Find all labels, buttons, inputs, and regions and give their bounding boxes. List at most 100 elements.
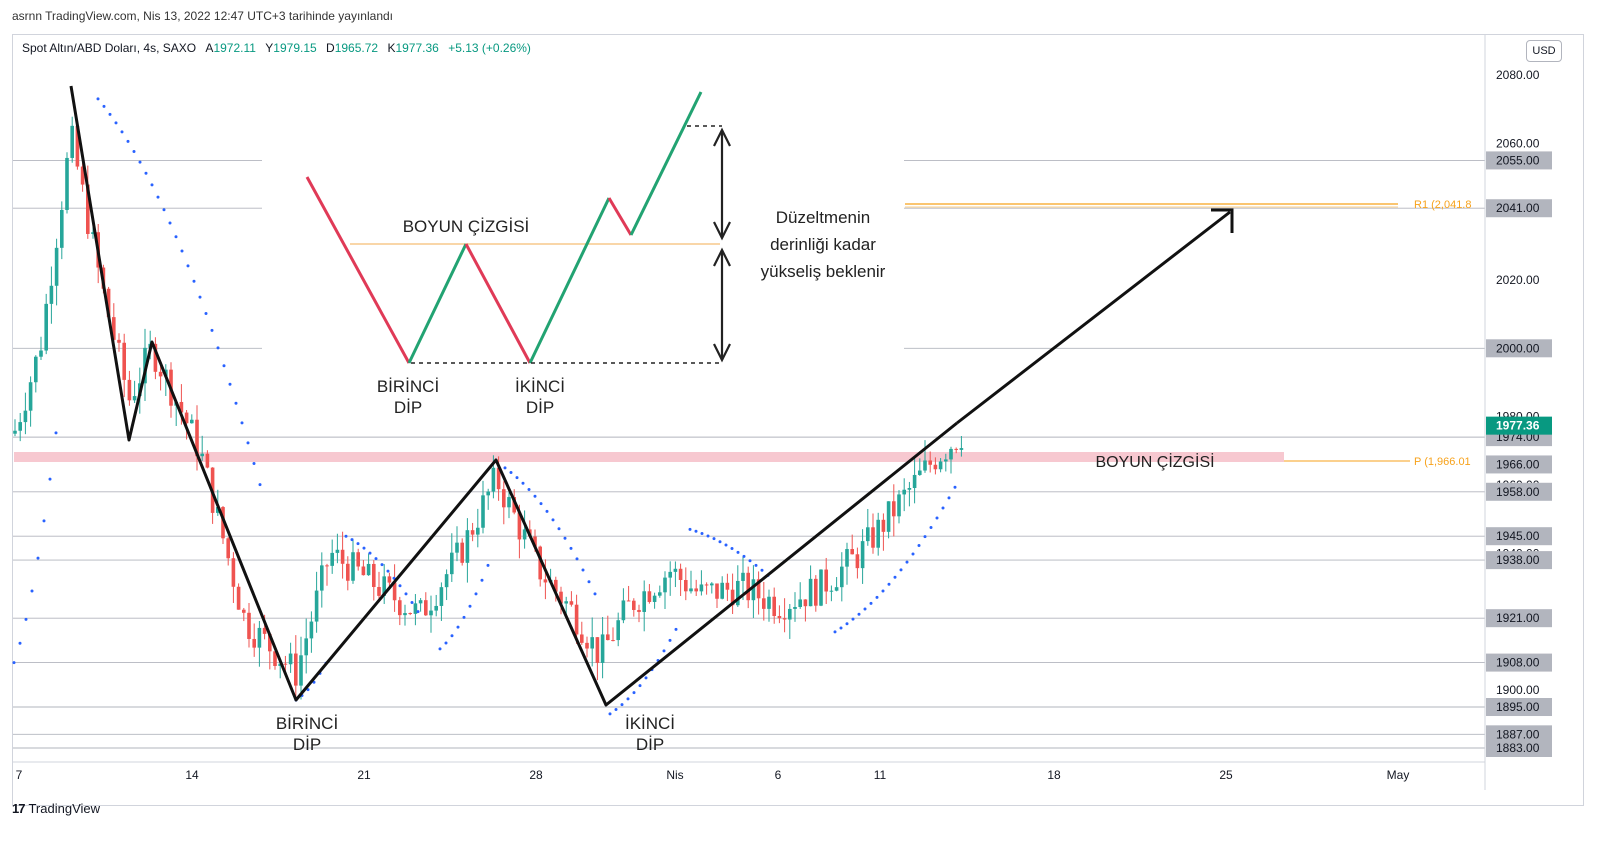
tradingview-logo[interactable]: 17 TradingView xyxy=(12,801,100,816)
candle-body xyxy=(585,642,589,649)
price-axis[interactable]: 2080.002060.002020.001900.001980.001960.… xyxy=(1486,68,1552,757)
sar-dot xyxy=(36,556,40,560)
price-level-tag[interactable] xyxy=(1486,199,1552,218)
candle-body xyxy=(710,583,714,586)
first-bottom-label-2: DİP xyxy=(293,735,321,754)
price-level-tag-label: 1966.00 xyxy=(1496,457,1540,471)
price-level-tag[interactable] xyxy=(1486,527,1552,546)
target-arrowhead-icon xyxy=(1211,208,1234,233)
candle-body xyxy=(611,640,615,642)
candle-body xyxy=(278,663,282,666)
price-level-tag[interactable] xyxy=(1486,698,1552,717)
price-level-tag[interactable] xyxy=(1486,653,1552,672)
candle-body xyxy=(49,285,54,304)
candle-body xyxy=(892,501,896,517)
sar-dot xyxy=(674,627,678,631)
price-level-tag[interactable] xyxy=(1486,482,1552,501)
sar-dot xyxy=(509,470,513,474)
symbol-name[interactable]: Spot Altın/ABD Doları, 4s, SAXO xyxy=(22,41,197,55)
diagram-leg-up-3 xyxy=(629,91,703,236)
candle-body xyxy=(668,571,672,578)
sar-dot xyxy=(521,481,525,485)
candle-body xyxy=(834,587,839,591)
diagram-note-line-1: Düzeltmenin xyxy=(776,208,871,227)
candle-body xyxy=(829,590,834,592)
candle-body xyxy=(720,582,724,599)
sar-dot xyxy=(608,712,612,716)
neckline-label: BOYUN ÇİZGİSİ xyxy=(1095,452,1214,471)
candle-body xyxy=(912,474,917,489)
sar-dot xyxy=(869,601,873,605)
candle-body xyxy=(684,580,688,592)
price-level-tag[interactable] xyxy=(1486,609,1552,628)
candle-body xyxy=(798,599,802,607)
currency-button[interactable]: USD xyxy=(1526,40,1562,62)
candle-body xyxy=(652,595,657,602)
sar-dot xyxy=(222,364,226,368)
candle-body xyxy=(34,356,38,383)
candle-body xyxy=(309,621,314,639)
change-value: +5.13 (+0.26%) xyxy=(448,41,531,55)
candle-body xyxy=(325,565,329,567)
sar-dot xyxy=(18,641,22,645)
candle-body xyxy=(574,604,579,635)
candle-body xyxy=(517,512,522,540)
price-level-tag[interactable] xyxy=(1486,455,1552,474)
diagram-pullback xyxy=(607,197,633,236)
double-bottom-diagram: BOYUN ÇİZGİSİ BİRİNCİ DİP İKİNCİ DİP Düz… xyxy=(305,91,886,417)
candle-body xyxy=(195,419,199,457)
price-level-tag[interactable] xyxy=(1486,725,1552,744)
sar-dot xyxy=(688,527,692,531)
price-tick: 2020.00 xyxy=(1496,273,1540,287)
last-price-tag[interactable] xyxy=(1486,416,1552,435)
time-axis[interactable]: 7 14 21 28 Nis 6 11 18 25 May xyxy=(16,768,1410,782)
sar-dot xyxy=(362,546,366,550)
candle-body xyxy=(678,568,683,581)
sar-dot xyxy=(620,703,624,707)
sar-dot xyxy=(42,519,46,523)
candle-body xyxy=(647,591,652,602)
tradingview-brand: TradingView xyxy=(28,801,101,816)
price-level-tag[interactable] xyxy=(1486,339,1552,358)
candle-body xyxy=(335,549,340,553)
close-value: 1977.36 xyxy=(395,41,439,55)
sar-dot xyxy=(216,346,220,350)
publish-caption: asrnn TradingView.com, Nis 13, 2022 12:4… xyxy=(12,9,393,23)
candle-body xyxy=(751,579,756,601)
sar-dot xyxy=(126,139,130,143)
sar-dot xyxy=(108,112,112,116)
candle-body xyxy=(928,460,932,465)
time-tick: 21 xyxy=(357,768,371,782)
sar-dot xyxy=(344,534,348,538)
price-level-tag-label: 1938.00 xyxy=(1496,553,1540,567)
candle-body xyxy=(382,576,386,596)
candle-body xyxy=(117,339,121,343)
neckline-zone[interactable] xyxy=(14,452,1284,462)
sar-dot xyxy=(857,612,861,616)
price-level-tag[interactable] xyxy=(1486,739,1552,757)
r1-pivot-label: R1 (2,041.8 xyxy=(1414,199,1471,211)
sar-dot xyxy=(545,509,549,513)
sar-dot xyxy=(712,537,716,541)
candle-body xyxy=(372,563,376,587)
candle-body xyxy=(938,461,943,470)
target-arrow-line[interactable] xyxy=(956,210,1231,425)
sar-dot xyxy=(444,641,448,645)
candle-body xyxy=(954,448,958,450)
low-value: 1965.72 xyxy=(334,41,379,55)
candle-body xyxy=(242,609,246,613)
candle-body xyxy=(725,582,730,590)
sar-dot xyxy=(234,401,238,405)
candle-body xyxy=(658,592,662,596)
sar-dot xyxy=(48,477,52,481)
symbol-legend: Spot Altın/ABD Doları, 4s, SAXO A1972.11… xyxy=(22,41,531,55)
candle-body xyxy=(564,601,568,604)
price-level-tag[interactable] xyxy=(1486,551,1552,570)
price-level-tag[interactable] xyxy=(1486,151,1552,170)
arrowhead-down-icon xyxy=(713,343,731,363)
sar-dot xyxy=(228,382,232,386)
time-tick: May xyxy=(1387,768,1410,782)
candle-body xyxy=(741,572,745,581)
w-pattern-trendline[interactable] xyxy=(69,85,958,707)
